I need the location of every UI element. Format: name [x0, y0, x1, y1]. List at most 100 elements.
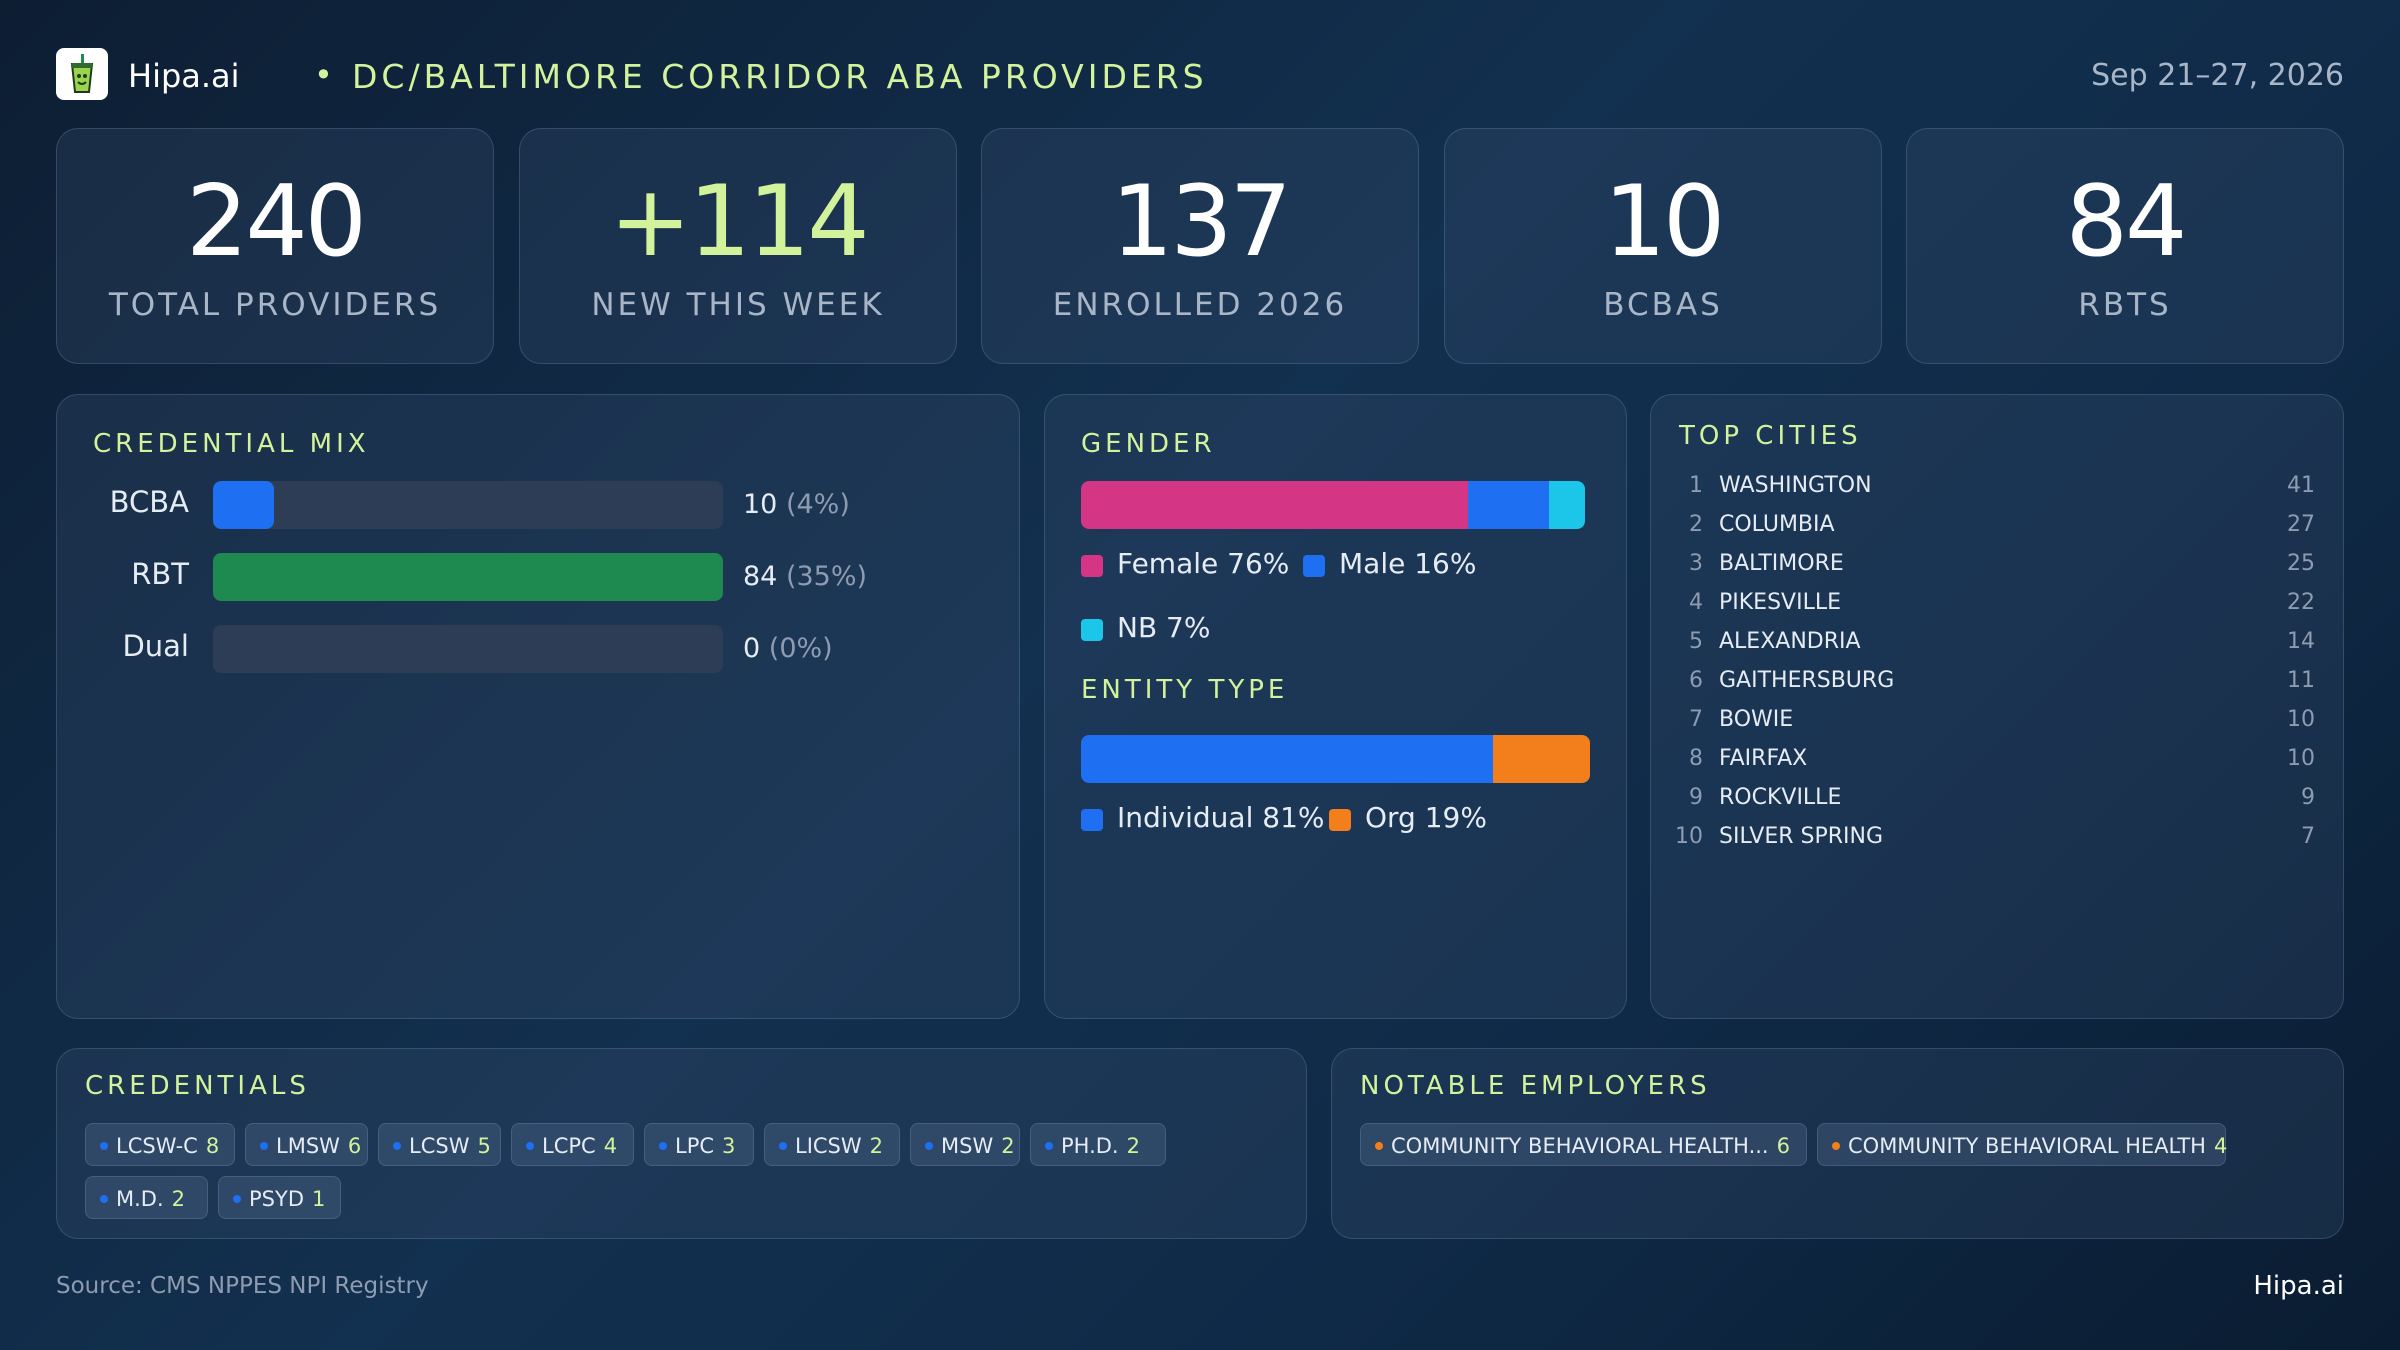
employer-chip[interactable]: COMMUNITY BEHAVIORAL HEALTH... 6: [1360, 1123, 1807, 1166]
credential-bar-fill: [213, 553, 723, 601]
credential-row-bcba: BCBA 10 (4%): [57, 481, 1017, 529]
entity-segment-individual: [1081, 735, 1494, 783]
kpi-card-enrolled: 137 ENROLLED 2026: [981, 128, 1419, 364]
credential-label: BCBA: [109, 485, 189, 519]
panel-title: CREDENTIALS: [85, 1071, 310, 1101]
city-count: 11: [2287, 668, 2315, 693]
credential-chip[interactable]: LMSW 6: [245, 1123, 368, 1166]
legend-label: Individual 81%: [1117, 801, 1325, 834]
kpi-label: NEW THIS WEEK: [591, 287, 885, 323]
credential-bar-track: [213, 481, 723, 529]
credential-count: 0 (0%): [743, 633, 833, 664]
city-rank: 6: [1689, 668, 1703, 693]
chip-text: COMMUNITY BEHAVIORAL HEALTH... 6: [1391, 1134, 1790, 1158]
city-name: SILVER SPRING: [1719, 824, 1884, 849]
credential-chip[interactable]: LCSW 5: [378, 1123, 501, 1166]
credential-chip[interactable]: MSW 2: [910, 1123, 1020, 1166]
city-row: 1 WASHINGTON 41: [1679, 473, 2315, 512]
entity-stacked-bar: [1081, 735, 1590, 783]
gender-entity-panel: GENDER Female 76% Male 16% NB 7% ENTITY …: [1044, 394, 1627, 1019]
kpi-card-new-this-week: +114 NEW THIS WEEK: [519, 128, 957, 364]
chip-text: LCPC 4: [542, 1134, 617, 1158]
credential-chip[interactable]: PH.D. 2: [1030, 1123, 1166, 1166]
panel-title: CREDENTIAL MIX: [93, 429, 370, 459]
credential-chip[interactable]: LICSW 2: [764, 1123, 900, 1166]
city-rank: 9: [1689, 785, 1703, 810]
city-rank: 2: [1689, 512, 1703, 537]
kpi-label: RBTS: [2078, 287, 2172, 323]
chip-text: LICSW 2: [795, 1134, 883, 1158]
credential-bar-track: [213, 625, 723, 673]
city-count: 25: [2287, 551, 2315, 576]
credential-chip[interactable]: LCSW-C 8: [85, 1123, 235, 1166]
chip-label: M.D.: [116, 1187, 164, 1211]
city-count: 10: [2287, 707, 2315, 732]
legend-swatch: [1303, 555, 1325, 577]
credential-pct: (0%): [768, 633, 833, 664]
city-row: 6 GAITHERSBURG 11: [1679, 668, 2315, 707]
city-rank: 7: [1689, 707, 1703, 732]
credential-mix-panel: CREDENTIAL MIX BCBA 10 (4%) RBT 84 (35%)…: [56, 394, 1020, 1019]
chip-label: LCSW: [409, 1134, 470, 1158]
legend-swatch: [1329, 809, 1351, 831]
panel-title: ENTITY TYPE: [1081, 675, 1289, 705]
bullet-dot-icon: [1375, 1142, 1383, 1150]
chip-label: LICSW: [795, 1134, 862, 1158]
page-title: DC/BALTIMORE CORRIDOR ABA PROVIDERS: [352, 57, 1208, 96]
city-rank: 3: [1689, 551, 1703, 576]
city-row: 4 PIKESVILLE 22: [1679, 590, 2315, 629]
city-name: COLUMBIA: [1719, 512, 1835, 537]
employer-chip[interactable]: COMMUNITY BEHAVIORAL HEALTH 4: [1817, 1123, 2227, 1166]
credentials-panel: CREDENTIALS LCSW-C 8 LMSW 6 LCSW 5 LCPC 4 LPC 3 LI…: [56, 1048, 1307, 1239]
bullet-dot-icon: [100, 1195, 108, 1203]
chip-count: 6: [1776, 1134, 1790, 1158]
chip-label: COMMUNITY BEHAVIORAL HEALTH...: [1391, 1134, 1769, 1158]
chip-label: LPC: [675, 1134, 715, 1158]
chip-label: LCSW-C: [116, 1134, 198, 1158]
city-name: BALTIMORE: [1719, 551, 1844, 576]
credential-chip[interactable]: M.D. 2: [85, 1176, 208, 1219]
footer-brand: Hipa.ai: [2253, 1271, 2344, 1301]
brand-name: Hipa.ai: [128, 57, 240, 95]
credential-chip[interactable]: LCPC 4: [511, 1123, 634, 1166]
legend-swatch: [1081, 809, 1103, 831]
kpi-value: 240: [185, 165, 367, 279]
chip-text: LCSW-C 8: [116, 1134, 219, 1158]
chip-text: LMSW 6: [276, 1134, 361, 1158]
kpi-value: +114: [609, 165, 869, 279]
bullet-dot-icon: [779, 1142, 787, 1150]
panel-title: NOTABLE EMPLOYERS: [1360, 1071, 1711, 1101]
header: Hipa.ai • DC/BALTIMORE CORRIDOR ABA PROV…: [56, 46, 2344, 102]
chip-text: MSW 2: [941, 1134, 1015, 1158]
city-row: 8 FAIRFAX 10: [1679, 746, 2315, 785]
city-rank: 8: [1689, 746, 1703, 771]
gender-stacked-bar: [1081, 481, 1585, 529]
chip-text: LCSW 5: [409, 1134, 491, 1158]
gender-segment-male: [1467, 481, 1550, 529]
chip-label: COMMUNITY BEHAVIORAL HEALTH: [1848, 1134, 2206, 1158]
bullet-dot-icon: [393, 1142, 401, 1150]
bullet-dot-icon: [925, 1142, 933, 1150]
credential-chip[interactable]: PSYD 1: [218, 1176, 341, 1219]
chip-count: 2: [1126, 1134, 1140, 1158]
bullet-dot-icon: [233, 1195, 241, 1203]
chip-text: M.D. 2: [116, 1187, 185, 1211]
legend-label: Male 16%: [1339, 547, 1477, 580]
bullet-dot-icon: [1832, 1142, 1840, 1150]
city-name: ROCKVILLE: [1719, 785, 1842, 810]
source-note: Source: CMS NPPES NPI Registry: [56, 1273, 429, 1299]
kpi-value: 84: [2065, 165, 2188, 279]
bullet-dot-icon: [1045, 1142, 1053, 1150]
chip-text: PSYD 1: [249, 1187, 325, 1211]
credential-label: Dual: [122, 629, 189, 663]
panel-title: TOP CITIES: [1679, 421, 1862, 451]
credential-row-rbt: RBT 84 (35%): [57, 553, 1017, 601]
credential-row-dual: Dual 0 (0%): [57, 625, 1017, 673]
credential-bar-track: [213, 553, 723, 601]
credential-chip[interactable]: LPC 3: [644, 1123, 754, 1166]
chip-text: COMMUNITY BEHAVIORAL HEALTH 4: [1848, 1134, 2227, 1158]
city-rank: 4: [1689, 590, 1703, 615]
chip-count: 1: [312, 1187, 326, 1211]
city-count: 14: [2287, 629, 2315, 654]
city-row: 2 COLUMBIA 27: [1679, 512, 2315, 551]
